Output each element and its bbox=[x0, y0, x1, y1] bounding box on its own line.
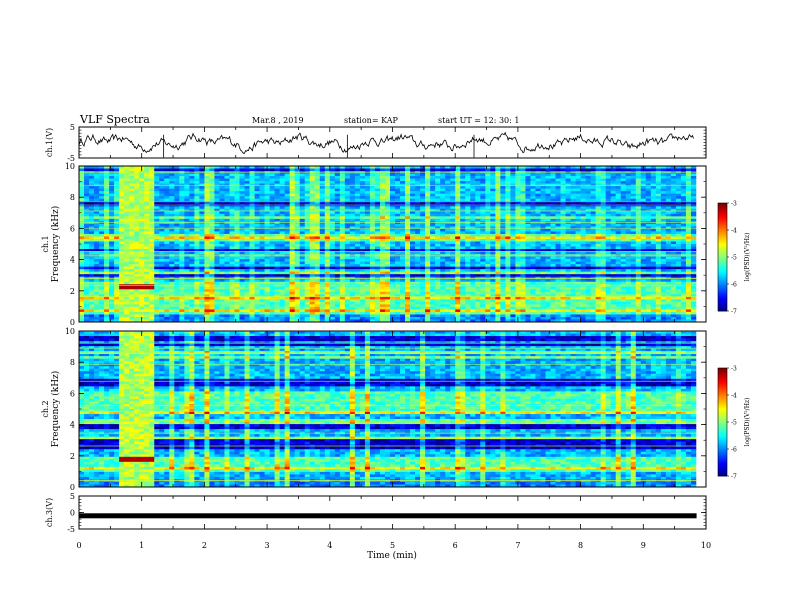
colorbar-ch2-label: log(PSD)(V²/Hz) bbox=[744, 398, 751, 447]
ch2-spectrogram-ytick-label: 10 bbox=[65, 327, 75, 336]
ch3-waveform-panel: 5 0 -5 ch.3(V) bbox=[45, 492, 707, 534]
ch1-waveform-panel: 5 -5 ch.1(V) bbox=[45, 123, 707, 163]
x-tick-label: 2 bbox=[202, 541, 207, 550]
colorbar-ch1-tick-label: -4 bbox=[731, 228, 737, 235]
ch1-waveform-ytick-label: -5 bbox=[67, 154, 75, 163]
colorbar-ch2-tick-label: -5 bbox=[731, 420, 737, 427]
ch2-spectrogram-ytick-label: 4 bbox=[70, 421, 75, 430]
colorbar-ch2: -3 -4 -5 -6 -7 log(PSD)(V²/Hz) bbox=[717, 366, 751, 481]
x-tick-label: 4 bbox=[327, 541, 332, 550]
ch1-spectrogram-heatmap bbox=[79, 166, 697, 323]
start-time-label: start UT = 12: 30: 1 bbox=[438, 116, 519, 125]
ch1-spectrogram-ytick-label: 2 bbox=[70, 287, 75, 296]
x-tick-label: 8 bbox=[578, 541, 583, 550]
x-axis-label: Time (min) bbox=[367, 550, 417, 561]
x-tick-label: 9 bbox=[641, 541, 646, 550]
ch3-waveform-ytick-label: -5 bbox=[67, 525, 75, 534]
x-tick-label: 6 bbox=[453, 541, 458, 550]
ch3-waveform-ylabel: ch.3(V) bbox=[45, 498, 54, 527]
ch2-spectrogram-ytick-label: 6 bbox=[70, 389, 75, 398]
ch1-spectrogram-ytick-label: 10 bbox=[65, 162, 75, 171]
colorbar-ch1-tick-label: -7 bbox=[731, 309, 737, 316]
ch2-spectrogram-ytick-label: 2 bbox=[70, 452, 75, 461]
colorbar-ch2-tick-label: -3 bbox=[731, 366, 737, 373]
ch2-spectrogram-ytick-label: 8 bbox=[70, 358, 75, 367]
ch2-spectrogram-panel: 0 2 4 6 8 10 ch.2 Frequency (kHz) bbox=[41, 327, 707, 492]
colorbar-ch1: -3 -4 -5 -6 -7 log(PSD)(V²/Hz) bbox=[717, 201, 751, 316]
x-tick-label: 1 bbox=[139, 541, 144, 550]
colorbar-ch2-tick-label: -4 bbox=[731, 393, 737, 400]
x-tick-label: 10 bbox=[701, 541, 711, 550]
ch1-spectrogram-ytick-label: 0 bbox=[70, 318, 75, 327]
colorbar-ch1-label: log(PSD)(V²/Hz) bbox=[744, 233, 751, 282]
ch3-waveform-ytick-label: 0 bbox=[70, 509, 75, 518]
ch1-spectrogram-ylabel-frequency: Frequency (kHz) bbox=[50, 206, 61, 283]
colorbar-ch1-tick-label: -6 bbox=[731, 282, 737, 289]
colorbar-ch2-tick-label: -7 bbox=[731, 474, 737, 481]
colorbar-ch1-tick-label: -3 bbox=[731, 201, 737, 208]
colorbar-ch1-tick-label: -5 bbox=[731, 255, 737, 262]
date-label: Mar.8 , 2019 bbox=[252, 116, 304, 125]
x-tick-label: 3 bbox=[265, 541, 270, 550]
ch1-waveform-ytick-label: 5 bbox=[70, 123, 75, 132]
ch2-spectrogram-ylabel-channel: ch.2 bbox=[41, 400, 50, 417]
ch3-waveform-line bbox=[79, 513, 697, 519]
ch2-spectrogram-heatmap bbox=[79, 330, 697, 488]
colorbar-ch2-tick-label: -6 bbox=[731, 447, 737, 454]
figure-title: VLF Spectra bbox=[79, 113, 150, 126]
station-label: station= KAP bbox=[344, 116, 399, 125]
x-tick-label: 7 bbox=[515, 541, 520, 550]
x-tick-label: 0 bbox=[76, 541, 81, 550]
ch1-spectrogram-ytick-label: 4 bbox=[70, 256, 75, 265]
ch1-waveform-ylabel: ch.1(V) bbox=[45, 128, 54, 157]
ch2-spectrogram-ytick-label: 0 bbox=[70, 483, 75, 492]
x-axis: 0 1 2 3 4 5 6 7 8 9 10 bbox=[76, 541, 711, 550]
ch2-spectrogram-ylabel-frequency: Frequency (kHz) bbox=[50, 371, 61, 448]
x-tick-label: 5 bbox=[390, 541, 395, 550]
ch1-spectrogram-ytick-label: 6 bbox=[70, 224, 75, 233]
ch1-spectrogram-ylabel-channel: ch.1 bbox=[41, 235, 50, 252]
ch1-spectrogram-ytick-label: 8 bbox=[70, 193, 75, 202]
ch1-waveform-line bbox=[78, 131, 694, 154]
ch1-spectrogram-panel: 0 2 4 6 8 10 ch.1 Frequency (kHz) bbox=[41, 162, 707, 327]
ch3-waveform-ytick-label: 5 bbox=[70, 492, 75, 501]
